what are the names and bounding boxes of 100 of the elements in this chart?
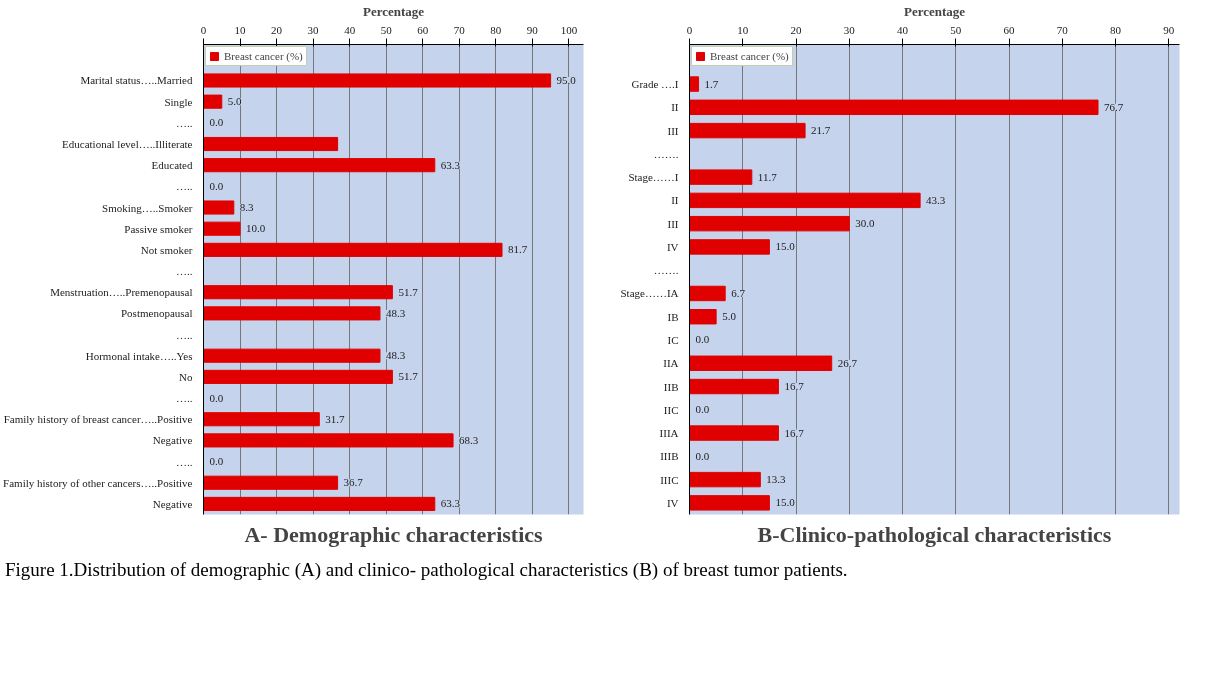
x-tick-label: 90 — [1163, 23, 1175, 36]
y-tick-label: Hormonal intake…..Yes — [85, 349, 193, 362]
y-tick-label: IIA — [663, 357, 679, 370]
bar — [203, 200, 235, 215]
x-tick-label: 50 — [950, 23, 962, 36]
x-tick-label: 0 — [200, 23, 207, 36]
y-tick-label: ….. — [176, 180, 193, 193]
bar — [689, 76, 700, 92]
x-tick-label: 30 — [307, 23, 320, 36]
data-label: 0.0 — [209, 391, 224, 404]
y-tick-label: Postmenopausal — [121, 307, 193, 320]
x-axis-title: Percentage — [362, 3, 425, 19]
bar — [203, 433, 454, 448]
y-tick-label: IIB — [663, 380, 679, 393]
data-label: 21.7 — [811, 124, 831, 137]
data-label: 15.0 — [775, 496, 796, 509]
bar — [203, 306, 381, 321]
x-tick-label: 10 — [234, 23, 247, 36]
x-tick-label: 70 — [453, 23, 466, 36]
y-tick-label: IB — [667, 310, 679, 323]
bar — [689, 192, 921, 209]
x-tick-label: 20 — [790, 23, 803, 36]
data-label: 51.7 — [398, 285, 419, 298]
x-tick-label: 60 — [417, 23, 429, 36]
y-tick-label: ……. — [653, 147, 679, 160]
x-tick-label: 40 — [344, 23, 356, 36]
bar — [203, 94, 223, 109]
data-label: 81.7 — [508, 243, 528, 256]
y-tick-label: ….. — [176, 392, 193, 405]
bar — [689, 309, 717, 325]
x-tick-label: 100 — [560, 23, 578, 36]
data-label: 48.3 — [385, 349, 406, 362]
bar — [689, 495, 770, 511]
data-label: 16.7 — [784, 380, 805, 393]
bar — [689, 425, 779, 441]
data-label: 8.3 — [239, 201, 255, 214]
x-tick-label: 0 — [686, 23, 693, 36]
data-label: 43.3 — [926, 193, 946, 206]
bar — [689, 215, 850, 232]
data-label: 31.7 — [325, 412, 346, 425]
bar — [203, 285, 393, 300]
data-label: 0.0 — [209, 179, 224, 192]
bar — [689, 239, 770, 255]
y-tick-label: Negative — [152, 497, 193, 510]
x-tick-label: 90 — [526, 23, 539, 36]
y-tick-label: Stage……I — [628, 171, 679, 184]
bar — [689, 285, 726, 302]
bar — [689, 378, 779, 395]
bar — [203, 369, 393, 384]
y-tick-label: IIC — [663, 403, 679, 416]
bar — [203, 475, 339, 490]
y-tick-label: Smoking…..Smoker — [102, 201, 193, 214]
data-label: 36.7 — [343, 476, 364, 489]
y-tick-label: IC — [667, 334, 679, 346]
data-label: 30.0 — [855, 217, 876, 230]
bar — [689, 169, 753, 185]
y-tick-label: Negative — [152, 434, 193, 447]
caption: Figure 1.Distribution of demographic (A) and clinico- pathological characteristics (B) of breast tumor patients. — [5, 558, 848, 582]
x-tick-label: 50 — [380, 23, 393, 36]
bar — [689, 99, 1099, 116]
data-label: 5.0 — [722, 310, 737, 323]
bar — [203, 496, 436, 511]
data-label: 95.0 — [556, 73, 577, 86]
y-tick-label: Educated — [151, 159, 193, 172]
x-tick-label: 20 — [271, 23, 283, 36]
data-label: 10.0 — [246, 222, 266, 235]
data-label: 63.3 — [440, 497, 461, 510]
x-tick-label: 30 — [843, 23, 856, 36]
data-label: 48.3 — [385, 306, 406, 319]
y-tick-label: Grade ….I — [631, 78, 679, 91]
text: B-Clinico-pathological characteristics — [757, 521, 1112, 547]
x-tick-label: 70 — [1056, 23, 1069, 36]
y-tick-label: ….. — [176, 455, 193, 468]
data-label: 0.0 — [209, 455, 224, 468]
y-tick-label: Family history of breast cancer…..Positive — [3, 413, 193, 426]
x-tick-label: 40 — [897, 23, 909, 36]
bar — [203, 242, 503, 257]
y-tick-label: Educational level…..Illiterate — [62, 138, 193, 150]
y-tick-label: Not smoker — [140, 243, 193, 256]
data-label: 11.7 — [757, 170, 778, 183]
x-tick-label: 80 — [490, 23, 502, 36]
y-tick-label: III — [667, 124, 679, 137]
data-label: 26.7 — [837, 356, 858, 369]
y-tick-label: ….. — [176, 116, 193, 129]
y-tick-label: Single — [164, 95, 193, 108]
x-tick-label: 80 — [1110, 23, 1122, 36]
y-tick-label: Marital status…..Married — [80, 74, 193, 87]
data-label: 16.7 — [784, 426, 805, 439]
bar — [203, 73, 552, 88]
y-tick-label: Passive smoker — [124, 222, 193, 235]
data-label: 0.0 — [695, 449, 710, 462]
data-label: 0.0 — [695, 333, 710, 346]
y-tick-label: IIIA — [659, 427, 679, 440]
data-label: 13.3 — [766, 473, 787, 486]
y-tick-label: IIIC — [660, 473, 679, 486]
y-tick-label: Menstruation…..Premenopausal — [50, 286, 193, 299]
y-tick-label: Stage……IA — [620, 287, 679, 300]
bar — [203, 136, 339, 152]
data-label: 51.7 — [398, 370, 419, 383]
bar — [689, 122, 806, 139]
